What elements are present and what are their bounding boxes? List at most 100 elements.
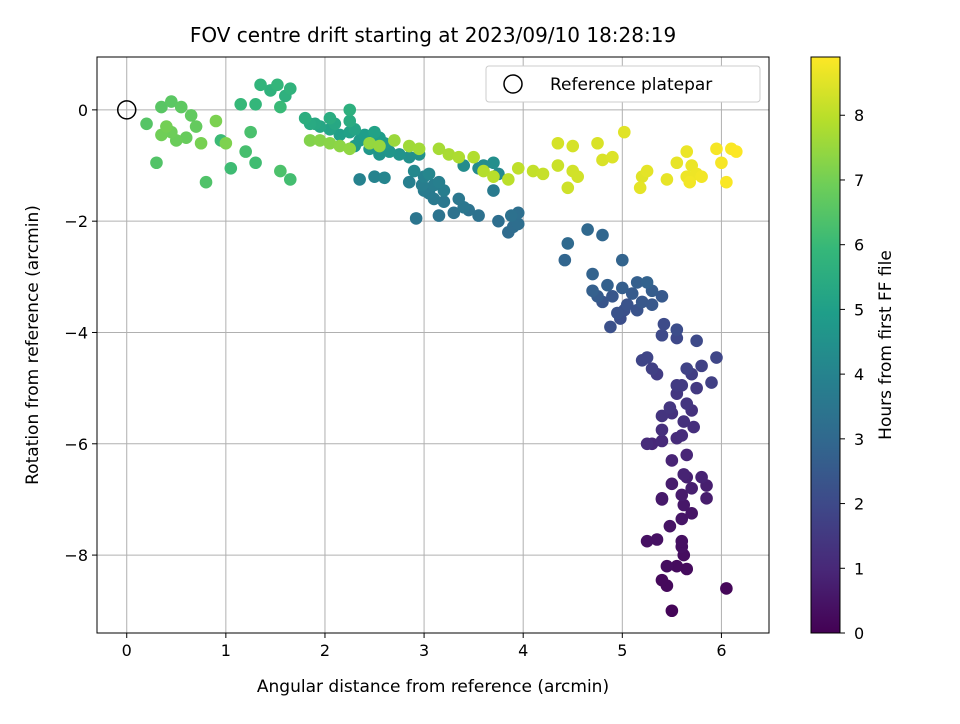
data-point — [402, 175, 416, 189]
data-point — [635, 295, 649, 309]
data-point — [633, 181, 647, 195]
data-point — [249, 156, 262, 170]
data-point — [655, 328, 669, 342]
data-point — [700, 492, 713, 505]
data-point — [412, 142, 426, 156]
plot-frame — [96, 56, 770, 634]
data-point — [402, 139, 416, 153]
data-point — [710, 142, 723, 156]
data-point — [209, 114, 223, 128]
data-point — [617, 125, 631, 139]
data-point — [274, 100, 287, 114]
data-point — [472, 209, 485, 222]
data-point — [630, 276, 644, 289]
data-point — [655, 423, 669, 437]
data-point — [274, 164, 287, 178]
data-point — [333, 128, 347, 142]
colorbar-tick-label: 6 — [854, 236, 864, 255]
data-point — [452, 150, 466, 164]
data-point — [343, 142, 357, 156]
data-point — [219, 136, 233, 150]
chart-title: FOV centre drift starting at 2023/09/10 … — [190, 23, 676, 47]
data-point — [551, 159, 565, 172]
data-point — [442, 148, 456, 161]
data-point — [675, 512, 689, 526]
data-point — [657, 317, 671, 331]
x-tick-label: 0 — [122, 641, 132, 660]
data-point — [663, 401, 677, 414]
data-point — [368, 125, 381, 139]
y-tick-label: −8 — [64, 546, 88, 565]
x-axis-label: Angular distance from reference (arcmin) — [257, 677, 609, 697]
reference-layer — [116, 100, 137, 120]
colorbar-label: Hours from first FF file — [876, 250, 896, 440]
data-point — [511, 162, 525, 175]
data-point — [683, 175, 697, 189]
reference-platepar-marker — [116, 100, 137, 120]
colorbar-tick-label: 7 — [854, 171, 864, 190]
data-point — [160, 120, 173, 133]
data-point — [601, 278, 614, 292]
data-point — [487, 170, 500, 183]
colorbar-tick-label: 2 — [854, 495, 864, 514]
data-point — [675, 429, 689, 442]
data-point — [409, 212, 423, 225]
colorbar-ticks: 0 1 2 3 4 5 6 7 8 — [840, 106, 864, 643]
data-point — [640, 164, 654, 178]
data-point — [604, 320, 617, 334]
data-point — [640, 276, 654, 289]
data-point — [254, 78, 267, 92]
data-point — [620, 298, 634, 311]
data-point — [675, 534, 689, 548]
data-point — [561, 181, 575, 195]
data-point — [680, 448, 694, 462]
data-point — [685, 507, 698, 520]
colorbar-tick-label: 1 — [854, 559, 864, 578]
colorbar-tick-label: 4 — [854, 365, 864, 384]
data-point — [680, 362, 694, 375]
data-point — [224, 162, 238, 175]
data-point — [140, 117, 153, 131]
y-tick-label: −4 — [64, 323, 88, 342]
data-point — [640, 534, 654, 548]
data-point — [271, 78, 284, 92]
data-point — [695, 170, 708, 183]
colorbar-gradient — [810, 56, 841, 634]
data-point — [640, 437, 654, 451]
data-point — [393, 148, 406, 161]
x-tick-label: 1 — [221, 641, 231, 660]
data-point — [586, 267, 599, 281]
colorbar-tick-label: 8 — [854, 106, 864, 125]
legend: Reference platepar — [485, 65, 761, 103]
data-point — [298, 111, 312, 125]
data-point — [586, 284, 599, 298]
data-point — [432, 142, 446, 156]
data-point — [675, 379, 689, 392]
data-point — [239, 145, 252, 158]
data-point — [645, 362, 659, 375]
data-point — [402, 150, 416, 164]
data-point — [640, 351, 654, 364]
data-point — [596, 228, 609, 242]
colorbar-tick-label: 5 — [854, 300, 864, 319]
data-point — [422, 167, 436, 181]
data-point — [611, 306, 624, 320]
data-point — [502, 173, 515, 186]
data-point — [680, 397, 694, 411]
data-point — [606, 290, 619, 303]
data-point — [249, 98, 262, 111]
data-point — [670, 323, 684, 336]
x-tick-label: 5 — [617, 641, 627, 660]
data-point — [388, 134, 401, 147]
data-point — [373, 139, 386, 153]
data-point — [526, 164, 540, 178]
data-point — [378, 171, 391, 185]
data-point — [591, 136, 604, 150]
data-point — [199, 175, 213, 189]
data-point — [660, 559, 674, 573]
data-point — [452, 192, 466, 206]
data-point — [690, 381, 703, 395]
data-point — [323, 136, 337, 150]
data-point — [467, 150, 480, 164]
